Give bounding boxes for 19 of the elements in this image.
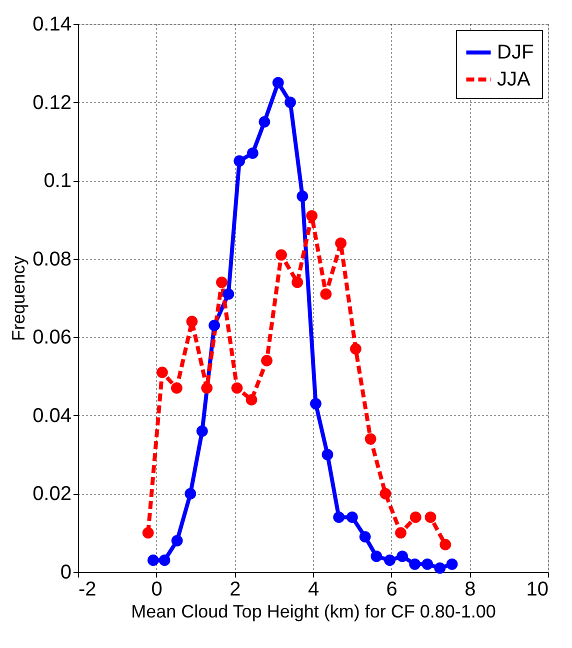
x-tick-label: 6	[386, 578, 398, 600]
y-tick-label: 0.04	[32, 404, 72, 427]
legend-label: DJF	[497, 42, 534, 64]
x-axis-title: Mean Cloud Top Height (km) for CF 0.80-1.00	[131, 602, 496, 622]
x-tick-label: 10	[526, 578, 548, 600]
y-tick-label: 0.1	[44, 170, 72, 192]
x-tick-label: 4	[308, 578, 320, 600]
x-tick-label: -2	[78, 578, 96, 600]
x-tick-label: 2	[230, 578, 241, 600]
y-tick-label: 0.12	[32, 92, 72, 114]
y-tick-label: 0	[60, 562, 72, 584]
y-tick-label: 0.06	[32, 326, 72, 349]
y-axis-title: Frequency	[8, 256, 29, 342]
x-tick-label: 0	[151, 578, 162, 600]
legend-label: JJA	[497, 68, 531, 90]
y-tick-label: 0.02	[32, 483, 72, 506]
y-tick-label: 0.14	[32, 14, 72, 36]
x-tick-label: 8	[464, 578, 476, 600]
y-tick-label: 0.08	[32, 248, 72, 270]
